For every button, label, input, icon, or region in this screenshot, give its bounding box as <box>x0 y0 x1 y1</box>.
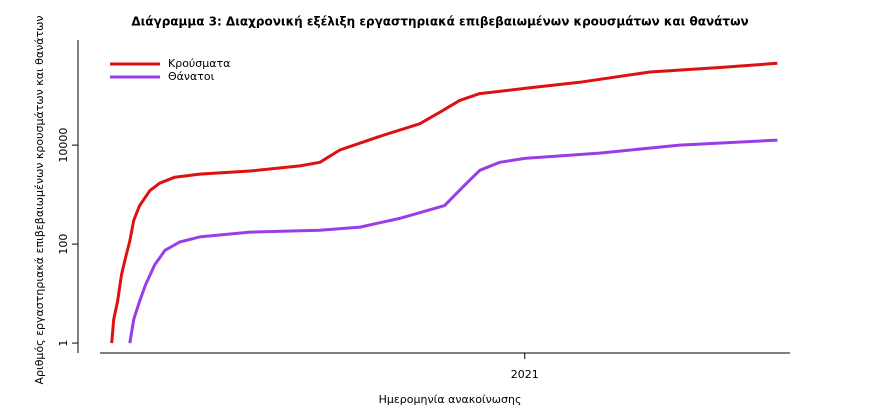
legend-label: Θάνατοι <box>168 70 215 83</box>
y-axis-label: Αριθμός εργαστηριακά επιβεβαιωμένων κρου… <box>33 15 46 384</box>
x-tick-label: 2021 <box>511 368 539 381</box>
x-axis-label: Ημερομηνία ανακοίνωσης <box>379 393 522 406</box>
y-tick-label: 1 <box>57 340 70 347</box>
series-line <box>128 138 778 344</box>
y-tick-label: 10000 <box>57 128 70 163</box>
y-tick-label: 100 <box>57 234 70 255</box>
legend-label: Κρούσματα <box>168 57 230 70</box>
series-line <box>110 61 778 344</box>
chart-title: Διάγραμμα 3: Διαχρονική εξέλιξη εργαστηρ… <box>131 15 748 29</box>
